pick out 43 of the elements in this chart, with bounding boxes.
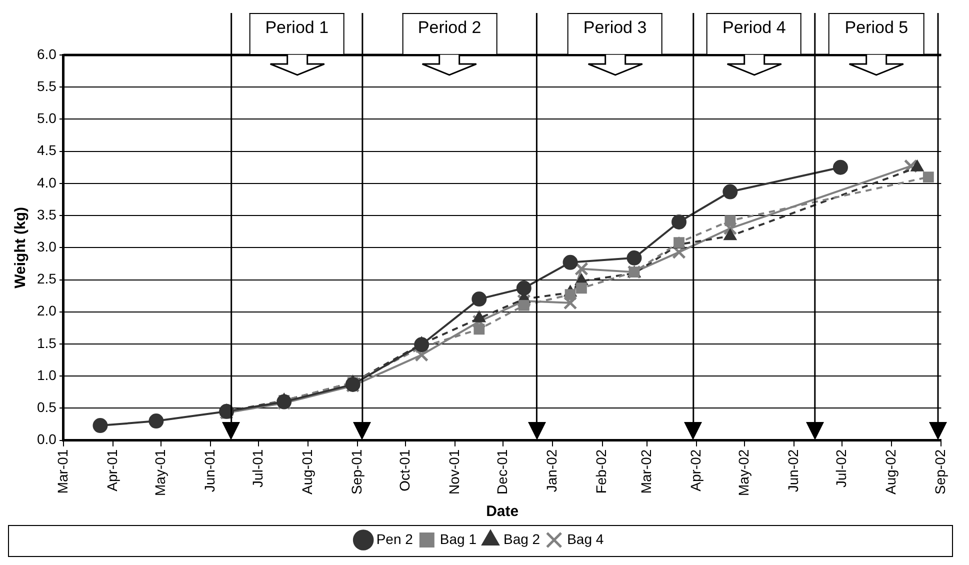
x-tick-label: May-02 xyxy=(735,449,752,496)
text: Period 4 xyxy=(706,13,802,54)
x-tick-label: Jan-02 xyxy=(544,449,560,492)
x-tick-label: Apr-02 xyxy=(687,449,704,492)
x-tick-label: Dec-01 xyxy=(494,449,510,494)
y-axis-title: Weight (kg) xyxy=(12,206,30,288)
x-tick-label: Aug-02 xyxy=(882,449,898,494)
x-tick-label: Mar-01 xyxy=(54,449,70,494)
y-tick-label: 2.5 xyxy=(36,270,57,287)
y-tick-label: 4.0 xyxy=(36,174,57,190)
x-tick-label: Apr-01 xyxy=(104,449,120,492)
text: Period 1 xyxy=(249,13,345,54)
x-tick-label: Jun-01 xyxy=(201,449,218,492)
x-tick-label: Feb-02 xyxy=(593,449,610,494)
y-tick-label: 3.5 xyxy=(36,206,57,222)
text: Period 2 xyxy=(402,13,498,54)
y-tick-label: 3.0 xyxy=(36,238,57,255)
y-tick-label: 4.5 xyxy=(36,142,57,158)
y-tick-label: 5.0 xyxy=(36,110,57,126)
x-tick-label: Mar-02 xyxy=(638,449,654,494)
x-tick-label: Jul-01 xyxy=(249,449,266,488)
x-tick-label: Sep-01 xyxy=(348,449,364,494)
x-tick-label: Jun-02 xyxy=(784,449,801,492)
legend-label: Pen 2 xyxy=(376,530,414,547)
y-tick-label: 6.0 xyxy=(36,46,57,62)
y-tick-label: 0.5 xyxy=(36,399,57,416)
y-tick-label: 1.5 xyxy=(36,334,57,351)
x-tick-label: Jul-02 xyxy=(832,449,849,488)
x-tick-label: Nov-01 xyxy=(446,449,462,494)
legend-label: Bag 2 xyxy=(504,530,540,547)
y-tick-label: 1.0 xyxy=(36,366,57,383)
x-tick-label: Aug-01 xyxy=(298,449,315,494)
y-tick-label: 0.0 xyxy=(36,431,57,448)
legend-label: Bag 1 xyxy=(440,530,477,547)
legend-label: Bag 4 xyxy=(567,530,604,547)
text: Period 3 xyxy=(567,13,663,54)
y-tick-label: 2.0 xyxy=(36,302,57,319)
x-axis-title: Date xyxy=(486,503,519,520)
text: Period 5 xyxy=(828,13,924,54)
y-tick-label: 5.5 xyxy=(36,78,57,94)
x-tick-label: Sep-02 xyxy=(932,449,948,494)
x-tick-label: Oct-01 xyxy=(396,449,412,492)
x-tick-label: May-01 xyxy=(152,449,168,496)
